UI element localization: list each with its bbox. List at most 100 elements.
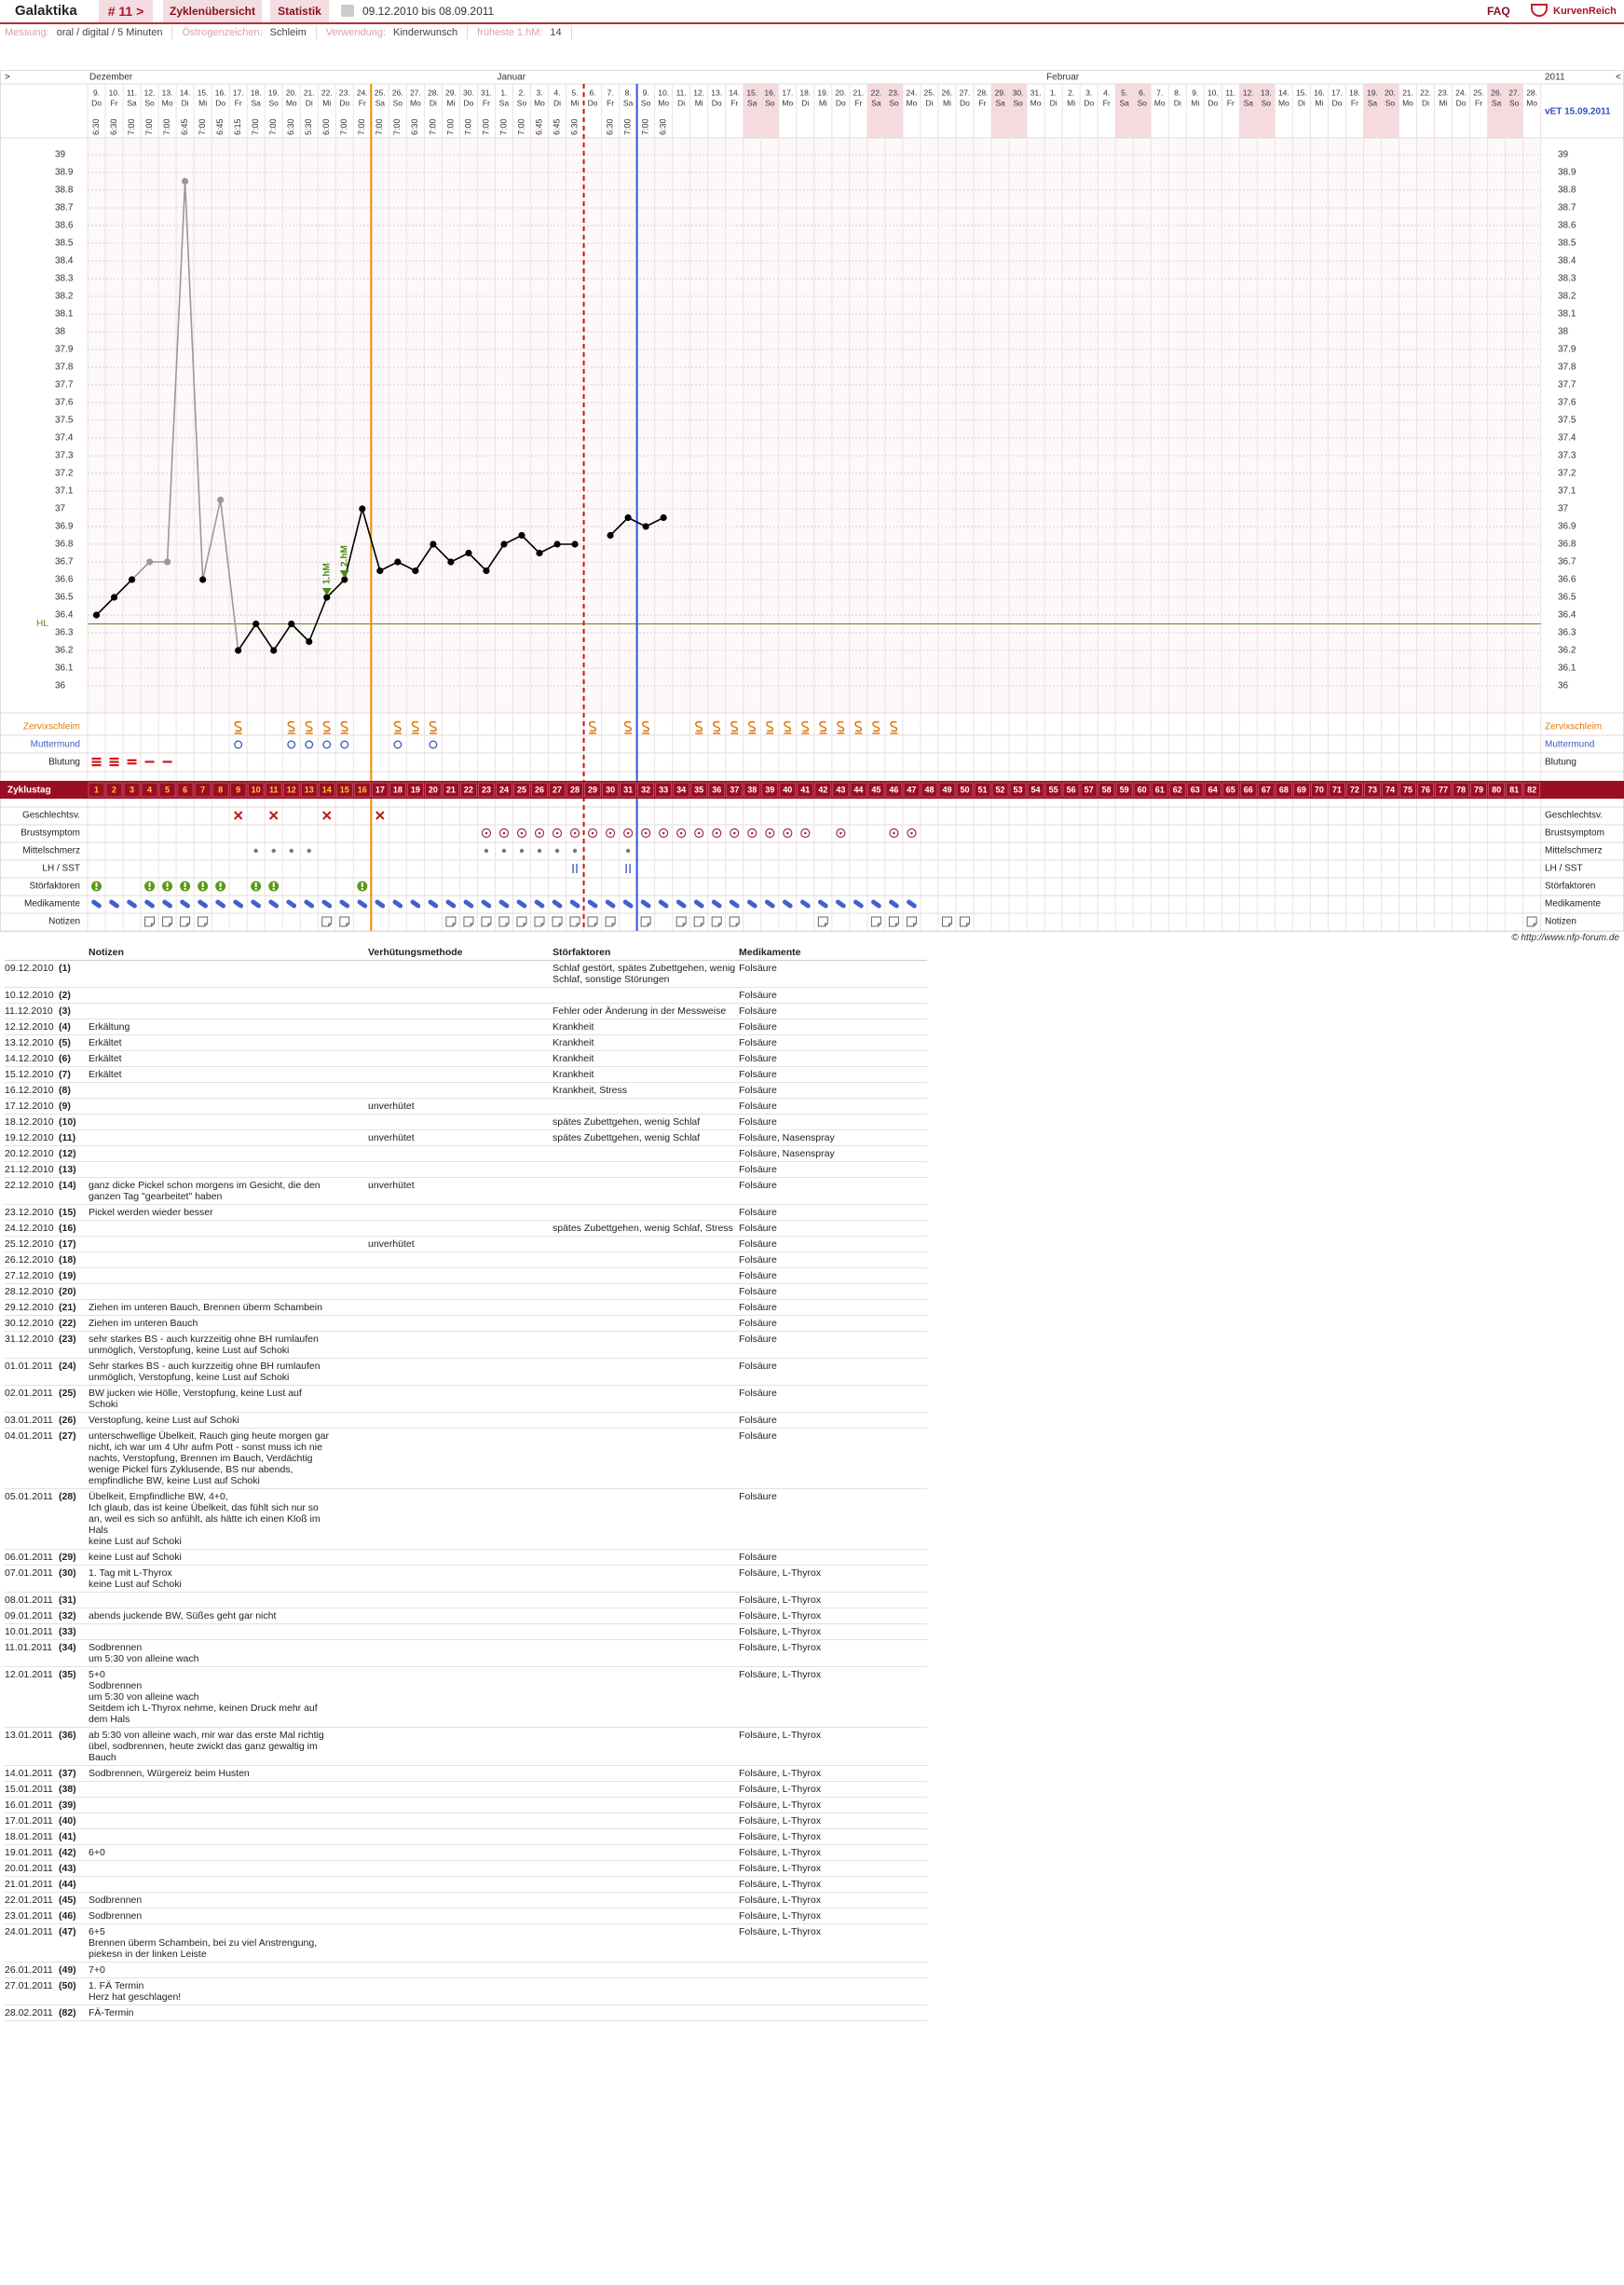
header-cell: Verhütungsmethode: [368, 945, 553, 961]
breast-symbol: [800, 828, 811, 839]
weekday: Mo: [286, 98, 297, 107]
factor-cell: spätes Zubettgehen, wenig Schlaf: [553, 1114, 739, 1130]
cycle-day-number: 19: [411, 785, 420, 794]
date-cell: 26.01.2011: [5, 1962, 59, 1978]
cycle-day-cell: [1257, 782, 1275, 798]
pain-symbol: [519, 848, 525, 854]
method-cell: [368, 1813, 553, 1829]
breast-ring: [747, 828, 757, 839]
cervix-symbol: [340, 740, 349, 749]
breast-ring: [516, 828, 527, 839]
day-cell: (42): [59, 1844, 89, 1861]
method-cell: [368, 1908, 553, 1924]
measure-time: 6:30: [410, 118, 419, 135]
table-row: 06.01.2011 (29) keine Lust auf Schoki Folsä…: [5, 1549, 927, 1566]
print-icon[interactable]: [341, 5, 354, 17]
medication-cell: Folsäure, L-Thyrox: [739, 1797, 927, 1813]
note-symbol: [587, 916, 598, 927]
disturbance-symbol: [91, 881, 102, 892]
day-cell: (45): [59, 1892, 89, 1909]
breast-symbol: [907, 828, 917, 839]
weekday: Di: [553, 98, 561, 107]
cycle-day-number: 12: [287, 785, 296, 794]
temperature-point: [518, 531, 525, 540]
note-cell: Sodbrennen: [89, 1892, 368, 1909]
disturbance-symbol: [198, 881, 209, 892]
medication-symbol: [198, 899, 208, 909]
cycle-day-cell: [123, 782, 141, 798]
weekday: Do: [91, 98, 102, 107]
weekday: Do: [339, 98, 349, 107]
method-cell: [368, 1204, 553, 1221]
date-range: 09.12.2010 bis 08.09.2011: [362, 5, 495, 18]
intercourse-symbol: [322, 811, 332, 820]
breast-ring: [783, 828, 793, 839]
row-label: Brustsymptom: [20, 828, 80, 839]
date-cell: 21.01.2011: [5, 1876, 59, 1893]
note-cell: FÄ-Termin: [89, 2005, 368, 2021]
note-symbol: [498, 916, 510, 927]
header-cell: Medikamente: [739, 945, 927, 961]
y-tick-label-right: 38.5: [1558, 239, 1576, 249]
breast-dot: [662, 831, 665, 835]
cycle-day-number: 9: [236, 785, 240, 794]
header-cell: [59, 945, 89, 961]
bleeding-bar: [109, 760, 119, 763]
weekday: Di: [1298, 98, 1305, 107]
day-of-month: 18.: [251, 88, 262, 97]
factor-cell: [553, 1145, 739, 1162]
note-cell: Sodbrennen um 5:30 von alleine wach: [89, 1639, 368, 1667]
weekend-shade: [884, 84, 903, 138]
cycle-day-cell: [1221, 782, 1239, 798]
faq-link[interactable]: FAQ: [1487, 5, 1510, 18]
cycle-day-cell: [814, 782, 832, 798]
cycle-day-cell: [212, 782, 229, 798]
temperature-segment: [308, 596, 328, 642]
note-cell: BW jucken wie Hölle, Verstopfung, keine …: [89, 1385, 368, 1413]
logo-icon[interactable]: [1531, 4, 1548, 17]
breast-dot: [573, 831, 577, 835]
medication-symbol: [729, 899, 740, 909]
medication-cell: Folsäure: [739, 960, 927, 988]
note-cell: Sodbrennen, Würgereiz beim Husten: [89, 1765, 368, 1782]
cycle-day-number: 53: [1014, 785, 1023, 794]
factor-cell: spätes Zubettgehen, wenig Schlaf: [553, 1129, 739, 1146]
method-cell: [368, 1623, 553, 1640]
mucus-symbol: [801, 720, 810, 734]
cycle-day-number: 31: [623, 785, 633, 794]
breast-ring: [712, 828, 722, 839]
factor-cell: Krankheit: [553, 1019, 739, 1035]
tab[interactable]: Zyklenübersicht: [163, 0, 262, 22]
cycle-button[interactable]: # 11 >: [99, 0, 153, 22]
table-row: 05.01.2011 (28) Übelkeit, Empfindliche BW,…: [5, 1488, 927, 1550]
factor-cell: [553, 1892, 739, 1909]
date-cell: 22.01.2011: [5, 1892, 59, 1909]
table-row: 16.12.2010 (8) Krankheit, Stress Folsäure: [5, 1082, 927, 1099]
measure-time: 7:00: [481, 118, 490, 135]
cycle-day-number: 15: [340, 785, 349, 794]
breast-symbol: [481, 828, 492, 839]
y-tick-label-right: 36.5: [1558, 593, 1576, 603]
y-tick-label: 37.3: [55, 451, 74, 461]
date-cell: 20.12.2010: [5, 1145, 59, 1162]
day-cell: (5): [59, 1034, 89, 1051]
temperature-point: [430, 540, 437, 548]
row-label-right: Geschlechtsv.: [1545, 811, 1603, 821]
day-of-month: 8.: [1174, 88, 1180, 97]
factor-cell: Krankheit, Stress: [553, 1082, 739, 1099]
bleeding-bar: [109, 764, 119, 767]
y-tick-label-right: 36.7: [1558, 557, 1576, 568]
cycle-day-cell: [779, 782, 797, 798]
day-of-month: 27.: [1508, 88, 1520, 97]
measure-time: 7:00: [144, 118, 154, 135]
medication-cell: Folsäure: [739, 1098, 927, 1115]
brand-link[interactable]: KurvenReich: [1553, 6, 1617, 17]
weekday: Sa: [375, 98, 386, 107]
note-symbol: [640, 916, 651, 927]
tab[interactable]: Statistik: [270, 0, 329, 22]
temperature-segment: [415, 543, 434, 571]
date-cell: 15.01.2011: [5, 1781, 59, 1798]
temperature-point: [412, 567, 419, 575]
date-cell: 11.12.2010: [5, 1003, 59, 1019]
